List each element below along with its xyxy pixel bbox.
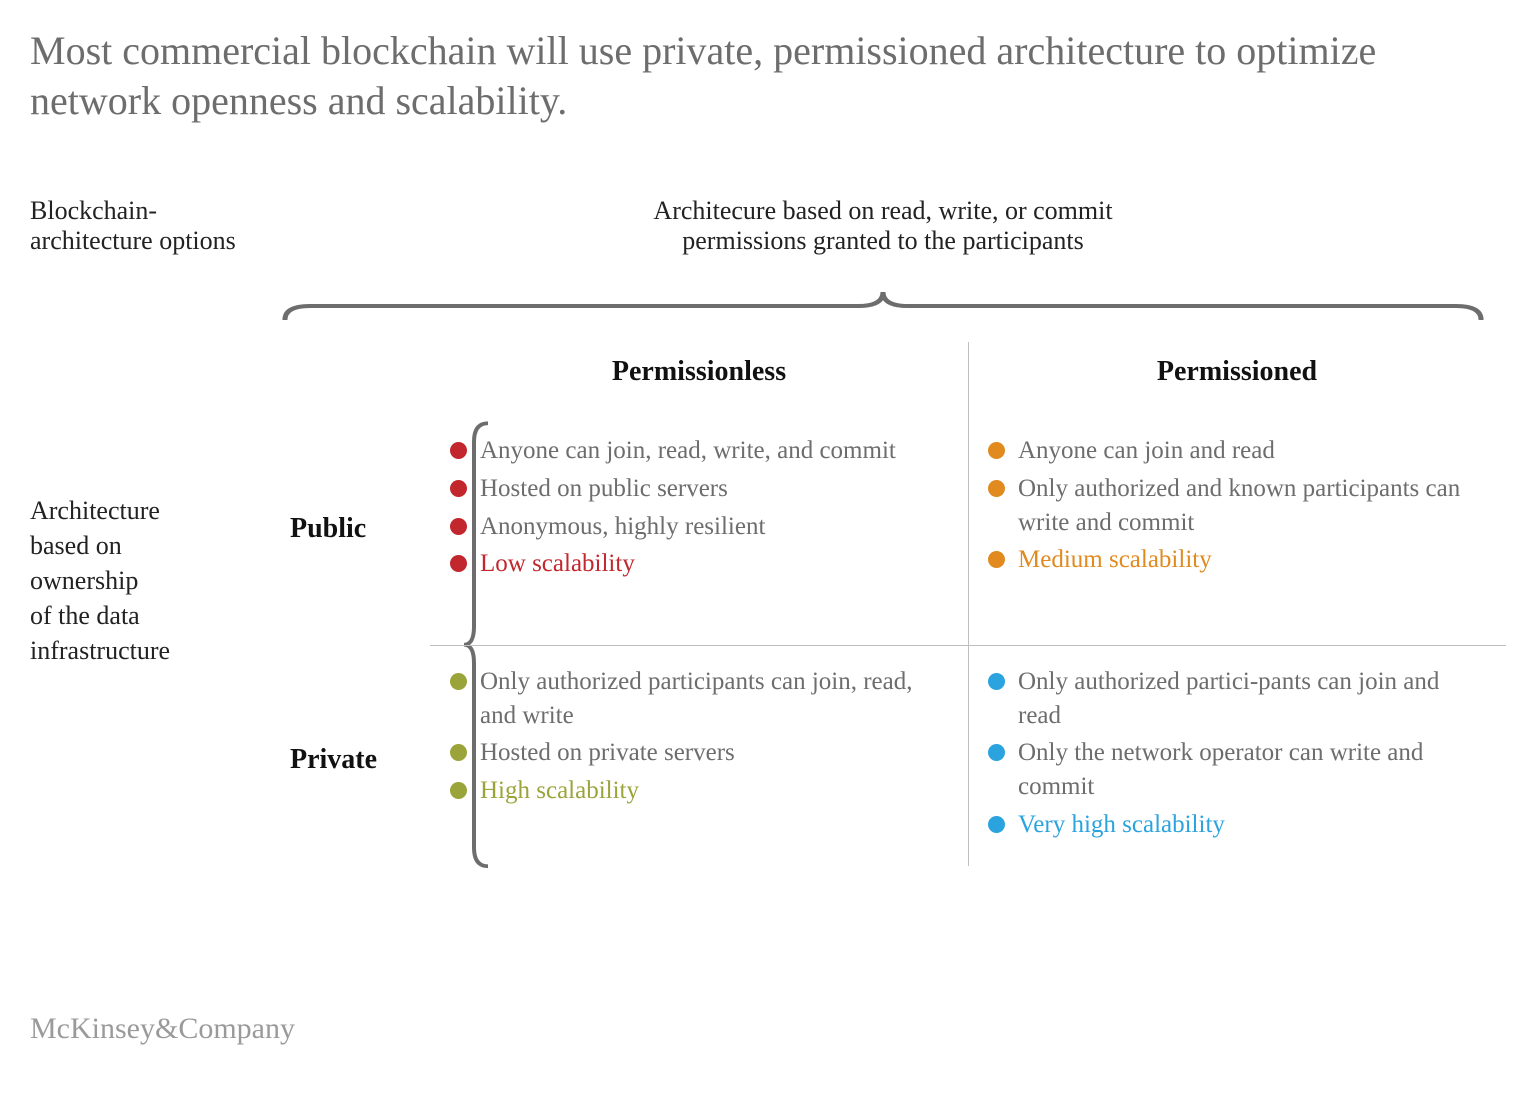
bullet-dot-icon	[988, 744, 1005, 761]
bullet-dot-icon	[988, 442, 1005, 459]
bullet-item: Only authorized and known participants c…	[988, 472, 1476, 540]
infographic-page: Most commercial blockchain will use priv…	[0, 0, 1536, 1114]
bullet-dot-icon	[450, 782, 467, 799]
scalability-label: Low scalability	[480, 550, 635, 577]
attribution: McKinsey&Company	[30, 1012, 295, 1046]
bullet-item: Anonymous, highly resilient	[450, 510, 938, 544]
top-subtitle-line2: permissions granted to the participants	[682, 226, 1083, 255]
scalability-item: Very high scalability	[988, 808, 1476, 842]
bullet-text: Hosted on public servers	[480, 475, 728, 502]
scalability-item: High scalability	[450, 774, 938, 808]
left-axis-label: Architecture based on ownership of the d…	[30, 286, 260, 876]
left-axis-l2: based on	[30, 531, 122, 560]
brace-top-icon	[260, 286, 1506, 322]
bullet-text: Anyone can join, read, write, and commit	[480, 437, 896, 464]
bullet-item: Hosted on public servers	[450, 472, 938, 506]
bullet-item: Anyone can join, read, write, and commit	[450, 434, 938, 468]
bullet-list: Anyone can join and read Only authorized …	[988, 434, 1476, 577]
subtitle-row: Blockchain- architecture options Archite…	[30, 196, 1506, 276]
bullet-item: Only authorized partici-pants can join a…	[988, 665, 1476, 733]
bullet-dot-icon	[988, 480, 1005, 497]
scalability-item: Low scalability	[450, 547, 938, 581]
scalability-label: High scalability	[480, 777, 639, 804]
quadrant-grid: Permissionless Permissioned Public Anyon…	[260, 332, 1506, 876]
bullet-text: Only authorized and known participants c…	[1018, 475, 1460, 536]
vertical-divider	[968, 342, 969, 866]
quadrant-private-permissionless: Only authorized participants can join, r…	[430, 645, 968, 876]
quadrant-public-permissionless: Anyone can join, read, write, and commit…	[430, 414, 968, 645]
main-area: Architecture based on ownership of the d…	[30, 286, 1506, 876]
bullet-text: Anyone can join and read	[1018, 437, 1275, 464]
top-subtitle-line1: Architecure based on read, write, or com…	[653, 196, 1112, 225]
bullet-dot-icon	[450, 744, 467, 761]
col-head-permissionless: Permissionless	[430, 332, 968, 414]
page-title: Most commercial blockchain will use priv…	[30, 26, 1430, 126]
left-axis-l5: infrastructure	[30, 636, 170, 665]
bullet-text: Only authorized participants can join, r…	[480, 668, 912, 729]
col-head-permissioned: Permissioned	[968, 332, 1506, 414]
bullet-text: Only the network operator can write and …	[1018, 739, 1423, 800]
left-axis-l3: ownership	[30, 566, 138, 595]
quadrant-public-permissioned: Anyone can join and read Only authorized …	[968, 414, 1506, 645]
bullet-item: Only authorized participants can join, r…	[450, 665, 938, 733]
bullet-dot-icon	[450, 518, 467, 535]
left-axis-l1: Architecture	[30, 496, 160, 525]
bullet-list: Only authorized partici-pants can join a…	[988, 665, 1476, 842]
bullet-item: Anyone can join and read	[988, 434, 1476, 468]
left-subtitle-line2: architecture options	[30, 226, 236, 255]
scalability-label: Very high scalability	[1018, 811, 1225, 838]
left-subtitle: Blockchain- architecture options	[30, 196, 260, 276]
bullet-dot-icon	[450, 555, 467, 572]
bullet-list: Only authorized participants can join, r…	[450, 665, 938, 808]
bullet-text: Hosted on private servers	[480, 739, 735, 766]
bullet-dot-icon	[988, 816, 1005, 833]
left-subtitle-line1: Blockchain-	[30, 196, 157, 225]
bullet-text: Only authorized partici-pants can join a…	[1018, 668, 1439, 729]
bullet-dot-icon	[450, 480, 467, 497]
scalability-label: Medium scalability	[1018, 546, 1212, 573]
bullet-item: Only the network operator can write and …	[988, 736, 1476, 804]
quadrant-private-permissioned: Only authorized partici-pants can join a…	[968, 645, 1506, 876]
bullet-dot-icon	[450, 442, 467, 459]
bullet-dot-icon	[988, 551, 1005, 568]
bullet-list: Anyone can join, read, write, and commit…	[450, 434, 938, 581]
bullet-item: Hosted on private servers	[450, 736, 938, 770]
bullet-dot-icon	[988, 673, 1005, 690]
grid-wrap: Permissionless Permissioned Public Anyon…	[260, 286, 1506, 876]
scalability-item: Medium scalability	[988, 543, 1476, 577]
row-head-private: Private	[260, 645, 430, 876]
bullet-text: Anonymous, highly resilient	[480, 513, 765, 540]
top-brace	[260, 286, 1506, 322]
top-subtitle: Architecure based on read, write, or com…	[260, 196, 1506, 276]
left-axis-l4: of the data	[30, 601, 140, 630]
row-head-public: Public	[260, 414, 430, 645]
bullet-dot-icon	[450, 673, 467, 690]
